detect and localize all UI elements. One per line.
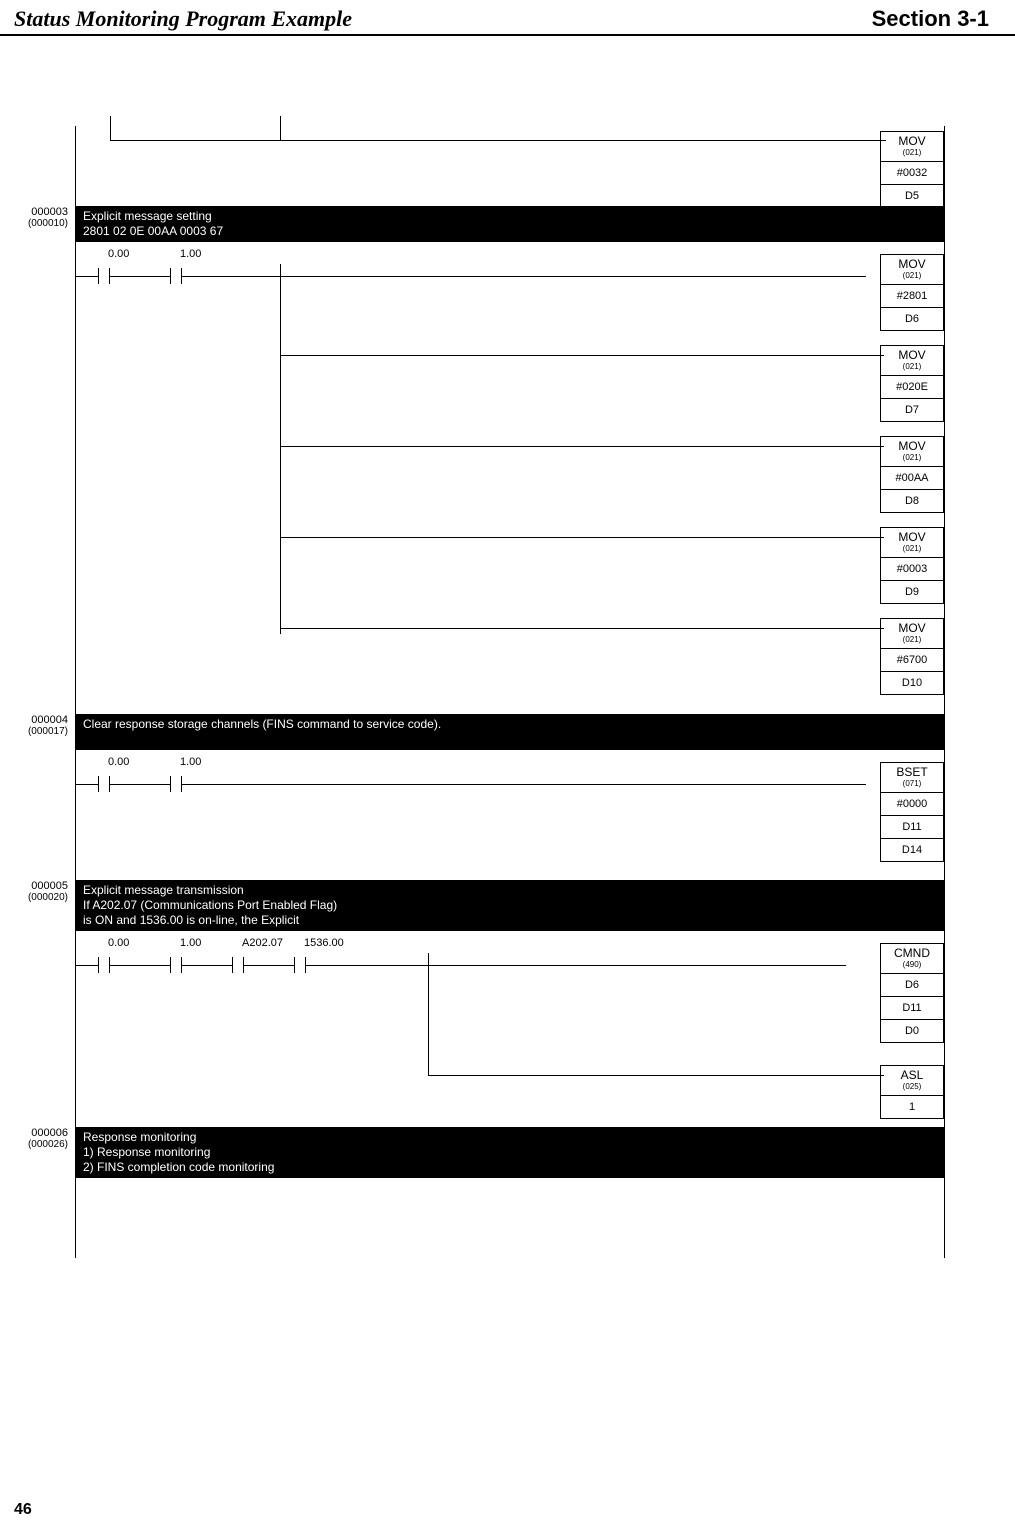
instruction-block: BSET(071) #0000 D11 D14 xyxy=(880,762,944,862)
rung-label: 000004 (000017) xyxy=(18,714,68,737)
rung-label: 000006 (000026) xyxy=(18,1127,68,1150)
page-number: 46 xyxy=(14,1501,32,1519)
ladder-contact: 1.00 xyxy=(170,953,182,977)
ladder-diagram: MOV(021) #0032 D5 000003 (000010) Explic… xyxy=(75,126,945,1258)
ladder-contact: 0.00 xyxy=(98,772,110,796)
instruction-block: MOV(021) #00AA D8 xyxy=(880,436,944,513)
instruction-block: MOV(021) #020E D7 xyxy=(880,345,944,422)
header-title-left: Status Monitoring Program Example xyxy=(14,6,352,32)
ladder-contact: 0.00 xyxy=(98,264,110,288)
instruction-block: MOV(021) #0003 D9 xyxy=(880,527,944,604)
rung-comment: Clear response storage channels (FINS co… xyxy=(76,714,944,750)
instruction-block: MOV(021) #0032 D5 xyxy=(880,131,944,208)
rung-comment: Response monitoring 1) Response monitori… xyxy=(76,1127,944,1178)
ladder-contact: 1.00 xyxy=(170,772,182,796)
ladder-contact: 0.00 xyxy=(98,953,110,977)
header-title-right: Section 3-1 xyxy=(872,6,989,32)
rung-label: 000003 (000010) xyxy=(18,206,68,229)
page-header: Status Monitoring Program Example Sectio… xyxy=(0,0,1015,36)
rung-comment: Explicit message transmission If A202.07… xyxy=(76,880,944,931)
instruction-block: MOV(021) #2801 D6 xyxy=(880,254,944,331)
instruction-block: CMND(490) D6 D11 D0 xyxy=(880,943,944,1043)
rung-label: 000005 (000020) xyxy=(18,880,68,903)
rung-comment: Explicit message setting 2801 02 0E 00AA… xyxy=(76,206,944,242)
instruction-block: MOV(021) #6700 D10 xyxy=(880,618,944,695)
ladder-contact: A202.07 xyxy=(232,953,244,977)
ladder-contact: 1.00 xyxy=(170,264,182,288)
ladder-contact: 1536.00 xyxy=(294,953,306,977)
instruction-block: ASL(025) 1 xyxy=(880,1065,944,1119)
